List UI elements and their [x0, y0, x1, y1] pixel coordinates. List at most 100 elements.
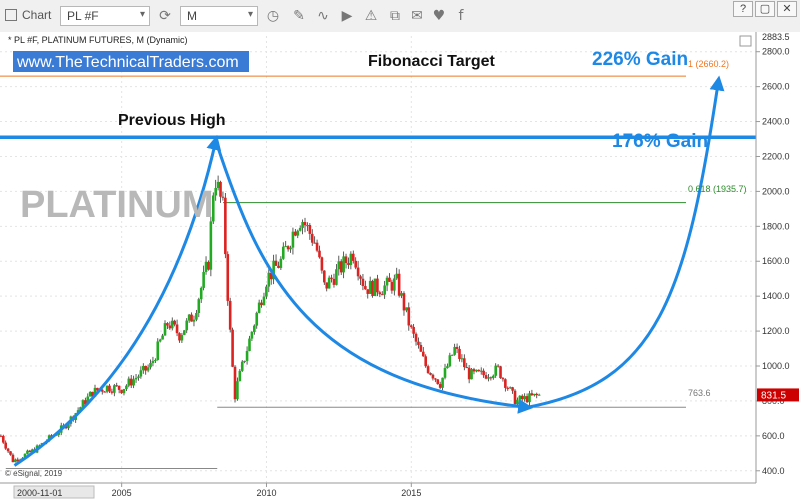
y-tick-label: 1600.0: [762, 256, 790, 266]
candle-body: [197, 299, 201, 314]
panel-toggle-icon[interactable]: [739, 35, 752, 47]
y-tick-label: 1000.0: [762, 361, 790, 371]
candle-body: [400, 293, 403, 296]
candle-body: [436, 379, 440, 385]
y-tick-label: 400.0: [762, 466, 785, 476]
help-button[interactable]: ?: [733, 1, 753, 17]
candle-body: [178, 333, 181, 341]
candle-body: [233, 366, 237, 400]
candle-body: [455, 346, 459, 349]
candle-body: [412, 326, 415, 334]
candle-body: [499, 366, 502, 379]
candle-body: [393, 278, 396, 291]
candle-body: [284, 246, 287, 248]
candle-body: [482, 370, 485, 376]
candle-body: [419, 344, 423, 352]
candle-body: [291, 231, 295, 248]
candle-body: [1, 435, 5, 443]
facebook-icon[interactable]: f: [458, 8, 464, 24]
candle-body: [484, 375, 488, 379]
line-chart-icon[interactable]: ∿: [317, 8, 329, 24]
candle-body: [26, 450, 29, 454]
symbol-input-value: PL #F: [67, 9, 99, 23]
candle-body: [491, 375, 495, 379]
close-button[interactable]: ✕: [777, 1, 797, 17]
candle-body: [431, 374, 435, 379]
y-tick-label: 1400.0: [762, 291, 790, 301]
candle-body: [192, 319, 196, 322]
candle-body: [453, 346, 456, 355]
play-icon[interactable]: ▶: [341, 8, 353, 24]
candle-body: [359, 276, 362, 279]
x-tick-label: 2015: [401, 488, 421, 498]
candle-body: [407, 307, 411, 326]
candle-body: [327, 277, 331, 289]
chevron-down-icon[interactable]: ▾: [139, 9, 145, 20]
candle-body: [86, 396, 90, 405]
refresh-icon[interactable]: ⟳: [159, 8, 171, 24]
y-tick-label: 2400.0: [762, 117, 790, 127]
alert-icon[interactable]: ⚠: [364, 8, 378, 24]
trend-arrows: [13, 75, 725, 467]
candle-body: [154, 359, 157, 361]
candle-body: [211, 195, 215, 222]
twitter-icon[interactable]: ♥: [432, 8, 446, 24]
chart-title: PLATINUM: [20, 184, 214, 226]
chart-tab[interactable]: Chart: [2, 6, 54, 26]
symbol-input[interactable]: PL #F ▾: [60, 6, 150, 26]
candle-body: [448, 355, 452, 367]
candle-body: [310, 233, 314, 243]
candle-body: [354, 260, 357, 268]
level-lines: [0, 75, 756, 470]
fibonacci-target-label: Fibonacci Target: [368, 53, 496, 70]
candle-body: [465, 367, 469, 369]
candle-body: [402, 293, 406, 311]
x-tick-label: 2005: [112, 488, 132, 498]
candle-body: [183, 330, 186, 335]
y-tick-label: 600.0: [762, 431, 785, 441]
candle-body: [458, 348, 461, 359]
watermark-url[interactable]: www.TheTechnicalTraders.com: [16, 54, 239, 71]
candle-body: [325, 282, 329, 289]
candle-body: [180, 334, 184, 341]
candle-body: [376, 278, 379, 293]
maximize-button[interactable]: ▢: [755, 1, 775, 17]
candle-body: [414, 333, 418, 342]
candle-body: [315, 242, 319, 251]
candle-body: [11, 454, 15, 463]
candle-body: [113, 385, 116, 393]
candle-body: [438, 384, 442, 388]
link-icon[interactable]: ⧉: [390, 8, 400, 24]
y-tick-label: 2200.0: [762, 151, 790, 161]
candle-body: [195, 313, 198, 320]
candle-body: [523, 396, 526, 400]
candle-body: [170, 320, 174, 329]
candle-body: [417, 341, 420, 345]
candle-body: [175, 324, 179, 334]
chevron-down-icon[interactable]: ▾: [247, 9, 253, 20]
candle-body: [487, 377, 490, 379]
candle-body: [467, 367, 471, 380]
price-chart[interactable]: 400.0600.0800.01000.01200.01400.01600.01…: [0, 32, 800, 499]
candle-body: [318, 250, 321, 258]
interval-input[interactable]: M ▾: [180, 6, 258, 26]
candle-body: [530, 393, 534, 396]
candle-body: [388, 277, 391, 282]
candle-body: [356, 267, 360, 277]
candle-body: [214, 187, 217, 196]
envelope-icon[interactable]: ✉: [411, 8, 423, 24]
candle-body: [537, 394, 541, 396]
candle-body: [125, 385, 128, 390]
candle-body: [96, 387, 99, 391]
candle-body: [405, 307, 408, 311]
pencil-icon[interactable]: ✎: [293, 8, 305, 24]
candle-body: [501, 378, 505, 380]
arrow-to-previous-high: [13, 134, 222, 467]
candle-body: [129, 378, 133, 386]
candle-body: [303, 222, 307, 226]
candle-body: [202, 271, 205, 288]
candle-body: [479, 370, 483, 372]
candle-body: [446, 366, 449, 369]
clock-icon[interactable]: ◷: [266, 8, 280, 24]
candle-body: [443, 368, 447, 378]
